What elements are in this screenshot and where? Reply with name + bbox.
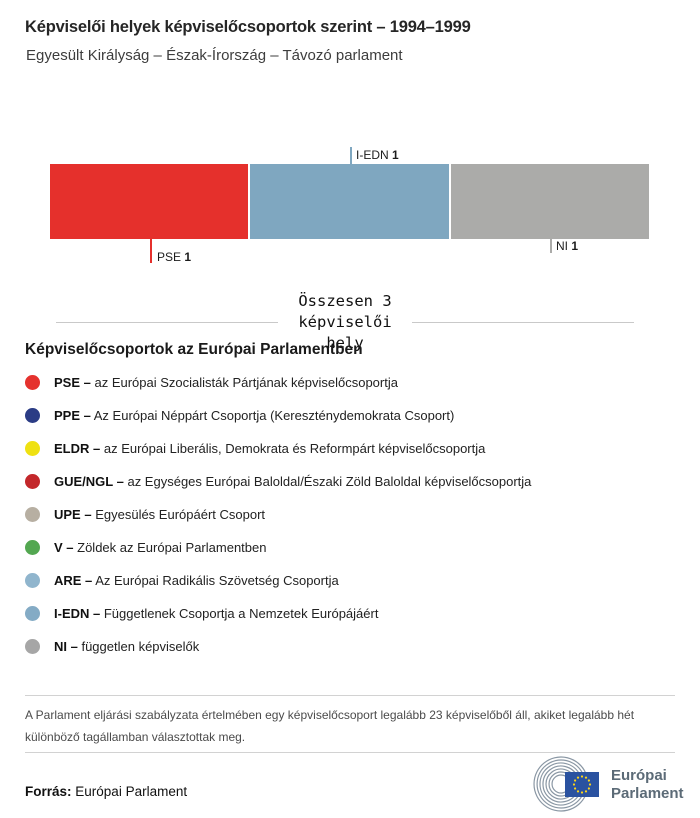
page-subtitle: Egyesült Királyság – Észak-Írország – Tá… bbox=[26, 47, 403, 64]
legend-heading: Képviselőcsoportok az Európai Parlamentb… bbox=[25, 341, 363, 358]
pse-group-name: PSE bbox=[157, 250, 182, 264]
ppe-color-dot-icon bbox=[25, 408, 40, 423]
hemicycle-flag-icon bbox=[533, 756, 599, 812]
legend-item-guengl: GUE/NGL – az Egységes Európai Baloldal/É… bbox=[25, 465, 675, 498]
legend-desc: az Európai Szocialisták Pártjának képvis… bbox=[94, 375, 398, 390]
logo-word-line1: Európai bbox=[611, 767, 667, 784]
pse-seat-count: 1 bbox=[184, 250, 192, 264]
divider-line-left bbox=[56, 322, 278, 323]
legend-desc: az Európai Liberális, Demokrata és Refor… bbox=[103, 441, 486, 456]
legend-item-iedn: I-EDN – Függetlenek Csoportja a Nemzetek… bbox=[25, 597, 675, 630]
page-title: Képviselői helyek képviselőcsoportok sze… bbox=[25, 18, 471, 36]
procedural-note: A Parlament eljárási szabályzata értelmé… bbox=[25, 708, 635, 744]
iedn-callout-tick bbox=[350, 147, 352, 164]
v-color-dot-icon bbox=[25, 540, 40, 555]
ni-color-dot-icon bbox=[25, 639, 40, 654]
source-line: Forrás: Európai Parlament bbox=[25, 784, 187, 799]
ni-group-name: NI bbox=[556, 239, 568, 253]
eldr-color-dot-icon bbox=[25, 441, 40, 456]
legend-abbr: ARE – bbox=[54, 573, 93, 588]
total-seats-divider: Összesen 3 képviselői hely bbox=[56, 291, 634, 354]
iedn-seat-count: 1 bbox=[392, 148, 399, 162]
ni-callout-tick bbox=[550, 239, 552, 253]
bar-segment-pse bbox=[50, 164, 249, 239]
logo-wordmark: Európai Parlament bbox=[611, 767, 684, 803]
legend-desc: Egyesülés Európáért Csoport bbox=[95, 507, 266, 522]
bar-segment-i-edn bbox=[250, 164, 449, 239]
legend-list: PSE – az Európai Szocialisták Pártjának … bbox=[25, 366, 675, 663]
legend-abbr: V – bbox=[54, 540, 74, 555]
legend-item-eldr: ELDR – az Európai Liberális, Demokrata é… bbox=[25, 432, 675, 465]
legend-item-upe: UPE – Egyesülés Európáért Csoport bbox=[25, 498, 675, 531]
source-label: Forrás: bbox=[25, 784, 72, 799]
legend-desc: Zöldek az Európai Parlamentben bbox=[77, 540, 267, 555]
legend-desc: Az Európai Radikális Szövetség Csoportja bbox=[95, 573, 339, 588]
bar-segment-ni bbox=[450, 164, 649, 239]
footnote-divider-bottom bbox=[25, 752, 675, 753]
footnote-divider-top bbox=[25, 695, 675, 696]
pse-callout-label: PSE 1 bbox=[157, 250, 191, 264]
guengl-color-dot-icon bbox=[25, 474, 40, 489]
legend-abbr: NI – bbox=[54, 639, 78, 654]
legend-desc: az Egységes Európai Baloldal/Északi Zöld… bbox=[127, 474, 532, 489]
legend-abbr: GUE/NGL – bbox=[54, 474, 124, 489]
legend-abbr: UPE – bbox=[54, 507, 92, 522]
legend-desc: független képviselők bbox=[81, 639, 200, 654]
legend-abbr: PSE – bbox=[54, 375, 91, 390]
ni-seat-count: 1 bbox=[571, 239, 579, 253]
legend-item-pse: PSE – az Európai Szocialisták Pártjának … bbox=[25, 366, 675, 399]
are-color-dot-icon bbox=[25, 573, 40, 588]
iedn-group-name: I-EDN bbox=[356, 148, 389, 162]
logo-word-line2: Parlament bbox=[611, 785, 684, 802]
total-seats-label: Összesen 3 képviselői hely bbox=[298, 292, 392, 352]
legend-abbr: ELDR – bbox=[54, 441, 101, 456]
divider-line-right bbox=[412, 322, 634, 323]
european-parliament-logo: Európai Parlament bbox=[527, 756, 687, 814]
iedn-color-dot-icon bbox=[25, 606, 40, 621]
legend-item-ppe: PPE – Az Európai Néppárt Csoportja (Kere… bbox=[25, 399, 675, 432]
eu-flag-stars bbox=[572, 775, 592, 794]
pse-color-dot-icon bbox=[25, 375, 40, 390]
legend-desc: Függetlenek Csoportja a Nemzetek Európáj… bbox=[103, 606, 379, 621]
seat-distribution-bar bbox=[50, 164, 649, 239]
legend-item-ni: NI – független képviselők bbox=[25, 630, 675, 663]
legend-item-are: ARE – Az Európai Radikális Szövetség Cso… bbox=[25, 564, 675, 597]
legend-desc: Az Európai Néppárt Csoportja (Keresztény… bbox=[93, 408, 455, 423]
legend-abbr: I-EDN – bbox=[54, 606, 101, 621]
ni-callout-label: NI 1 bbox=[556, 239, 578, 253]
legend-abbr: PPE – bbox=[54, 408, 91, 423]
legend-item-v: V – Zöldek az Európai Parlamentben bbox=[25, 531, 675, 564]
iedn-callout-label: I-EDN 1 bbox=[356, 148, 399, 162]
source-value: Európai Parlament bbox=[75, 784, 188, 799]
upe-color-dot-icon bbox=[25, 507, 40, 522]
pse-callout-tick bbox=[150, 239, 152, 263]
